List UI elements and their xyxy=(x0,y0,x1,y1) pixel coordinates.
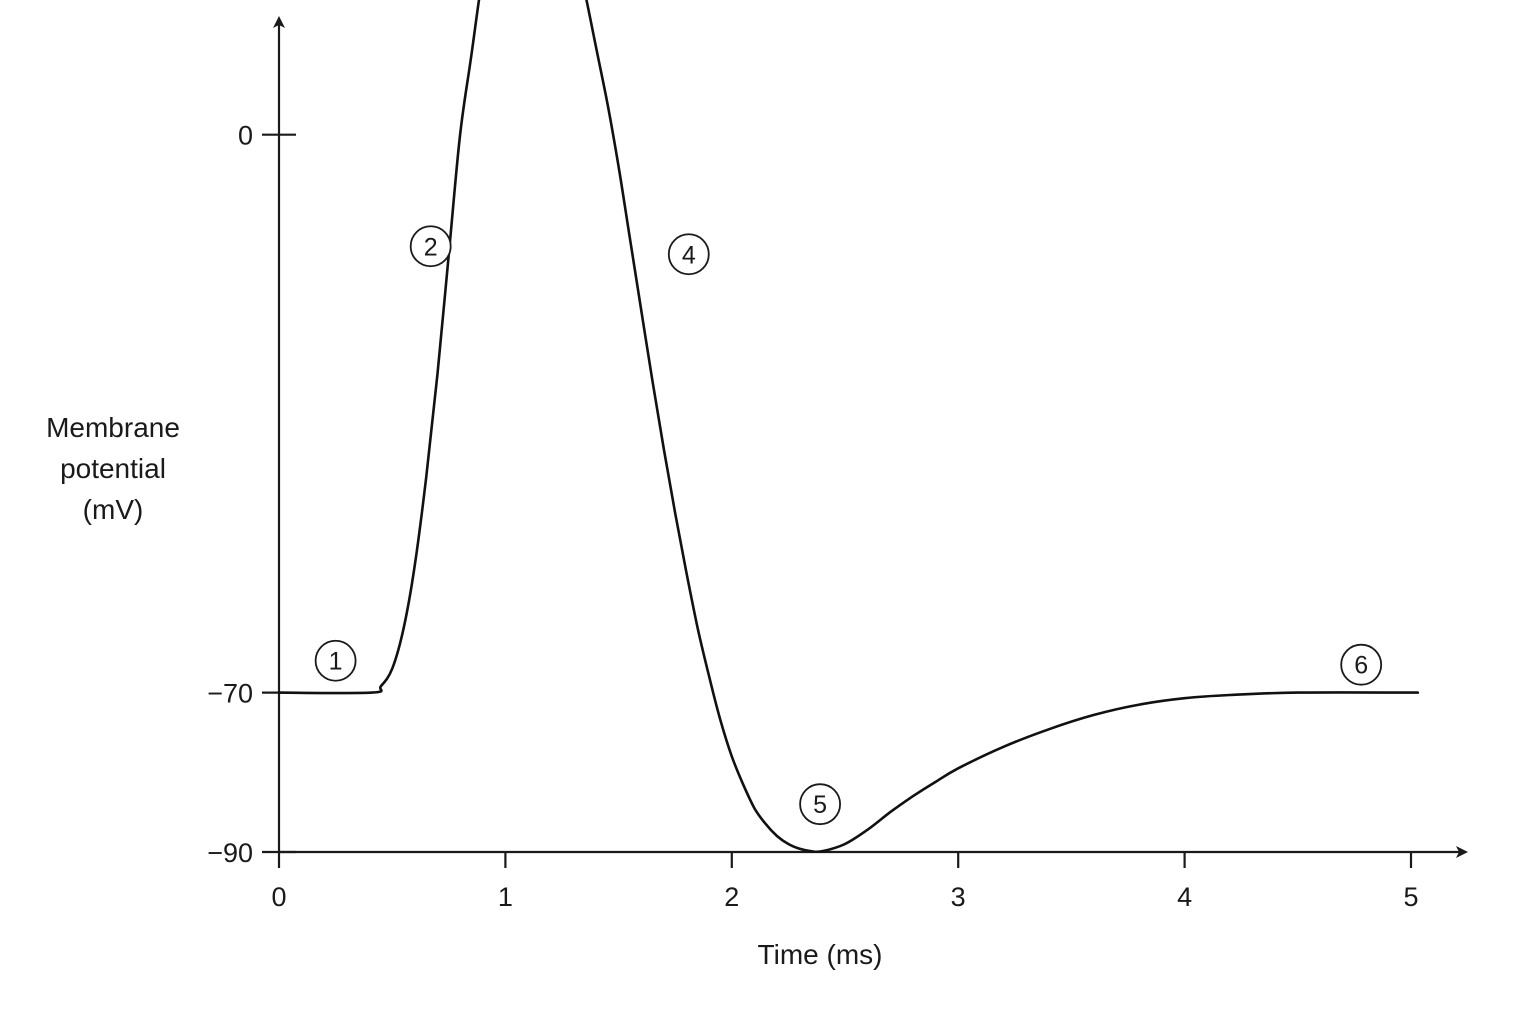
phase-marker-circle xyxy=(799,783,841,826)
phase-marker-label: 4 xyxy=(682,241,696,269)
phase-marker-6: 6 xyxy=(1340,643,1383,686)
x-tick-label: 0 xyxy=(271,882,286,912)
x-axis-ticks: 0 1 2 3 4 5 xyxy=(271,852,1419,912)
phase-marker-label: 6 xyxy=(1354,652,1368,680)
phase-marker-circle xyxy=(1340,643,1383,686)
y-tick-label: 0 xyxy=(238,121,253,151)
phase-marker-2: 2 xyxy=(409,225,452,268)
phase-marker-label: 5 xyxy=(813,791,827,819)
y-tick-label: −70 xyxy=(207,679,253,709)
x-tick-label: 4 xyxy=(1177,882,1192,912)
phase-marker-label: 1 xyxy=(329,648,343,676)
y-tick-label: −90 xyxy=(207,838,253,868)
x-tick-label: 1 xyxy=(498,882,513,912)
phase-marker-circle xyxy=(314,639,357,682)
x-tick-label: 3 xyxy=(951,882,966,912)
y-axis-ticks: +40+300−70−90 xyxy=(207,121,296,868)
x-axis-label: Time (ms) xyxy=(758,939,883,970)
phase-marker-label: 2 xyxy=(424,233,438,261)
y-axis-label-line: Membrane xyxy=(46,412,180,443)
membrane-potential-line xyxy=(277,0,1420,854)
y-axis-label: Membrane potential (mV) xyxy=(46,412,180,525)
phase-marker-circle xyxy=(667,233,710,276)
y-axis-label-line: (mV) xyxy=(83,494,144,525)
phase-marker-5: 5 xyxy=(799,783,841,826)
x-tick-label: 2 xyxy=(724,882,739,912)
x-tick-label: 5 xyxy=(1403,882,1418,912)
phase-marker-4: 4 xyxy=(667,233,710,276)
y-axis-label-line: potential xyxy=(60,453,166,484)
phase-marker-1: 1 xyxy=(314,639,357,682)
phase-markers: 123456 xyxy=(314,225,1383,826)
phase-marker-circle xyxy=(409,225,452,268)
